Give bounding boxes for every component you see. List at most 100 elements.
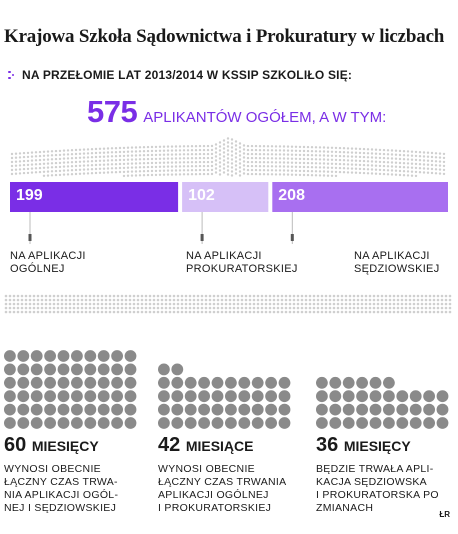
month-dot	[44, 417, 56, 429]
month-dot	[238, 417, 251, 429]
month-dot	[97, 390, 110, 403]
month-dot	[198, 390, 211, 403]
month-dot	[265, 403, 277, 416]
month-dot	[3, 417, 16, 429]
month-dot	[225, 390, 237, 403]
month-dot	[436, 403, 449, 416]
duration-stat-2: 42 miesiące wynosi obecnie łączny czas t…	[158, 434, 308, 515]
month-dot	[30, 350, 43, 362]
month-dot	[251, 390, 264, 403]
leader-marker-prokuratorska	[200, 234, 204, 241]
month-dot	[171, 363, 184, 376]
total-headline: 575 aplikantów ogółem, a w tym:	[87, 94, 386, 130]
month-dot	[84, 376, 97, 389]
month-dot	[396, 403, 409, 416]
month-dot	[17, 390, 30, 403]
month-dot	[124, 417, 137, 429]
chart-title: Krajowa Szkoła Sądownictwa i Prokuratury…	[4, 26, 445, 47]
month-dot	[84, 350, 97, 362]
brace-dots	[10, 137, 446, 178]
month-dot	[111, 417, 123, 429]
month-dot	[57, 403, 70, 416]
month-dots-block-2	[158, 363, 291, 429]
bar-segment-prokuratorska	[182, 182, 269, 212]
month-dot	[30, 403, 43, 416]
month-dot	[57, 350, 70, 362]
month-dot	[111, 363, 123, 376]
month-dot	[198, 376, 211, 389]
month-dot	[171, 403, 184, 416]
month-dot	[71, 376, 83, 389]
duration-number: 36 miesięcy	[316, 434, 411, 456]
month-dot	[171, 417, 184, 429]
month-dot	[316, 403, 328, 416]
month-dot	[57, 390, 70, 403]
month-dot	[265, 417, 277, 429]
month-dot	[436, 390, 449, 403]
month-dot	[278, 390, 291, 403]
month-dot	[44, 390, 56, 403]
bar-value-label-sedziowska: 208	[278, 187, 305, 204]
month-dot	[329, 390, 342, 403]
author-credit: ŁR	[439, 510, 450, 519]
month-dot	[329, 376, 342, 389]
month-dot	[184, 390, 197, 403]
bar-value-label-prokuratorska: 102	[188, 187, 215, 204]
month-dot	[158, 390, 170, 403]
bar-segment-ogolna	[10, 182, 179, 212]
month-dot	[369, 417, 382, 429]
total-value: 575	[87, 94, 138, 129]
month-dot	[342, 390, 355, 403]
month-dot	[423, 403, 435, 416]
category-label-ogolna: Na aplikacji ogólnej	[10, 250, 86, 275]
month-dot	[97, 350, 110, 362]
month-dot	[211, 417, 224, 429]
month-dot	[171, 390, 184, 403]
month-dot	[238, 390, 251, 403]
duration-stat-3: 36 miesięcy będzie trwała apli- kacja sę…	[316, 434, 458, 515]
duration-stat-1: 60 miesięcy wynosi obecnie łączny czas t…	[4, 434, 154, 515]
month-dot	[84, 363, 97, 376]
month-dot	[383, 417, 395, 429]
month-dot	[124, 363, 137, 376]
month-dot	[84, 403, 97, 416]
bar-segment-sedziowska	[272, 182, 448, 212]
month-dot	[251, 417, 264, 429]
month-dot	[369, 403, 382, 416]
month-dot	[111, 350, 123, 362]
month-dot	[84, 417, 97, 429]
month-dot	[316, 417, 328, 429]
category-label-prokuratorska: Na aplikacji prokuratorskiej	[186, 250, 298, 275]
month-dot	[356, 403, 368, 416]
month-dot	[225, 376, 237, 389]
duration-number: 42 miesiące	[158, 434, 254, 456]
month-dot	[158, 376, 170, 389]
separator-dots	[4, 294, 452, 314]
duration-number: 60 miesięcy	[4, 434, 99, 456]
month-dot	[97, 417, 110, 429]
total-label: aplikantów ogółem, a w tym:	[143, 109, 387, 126]
month-dot	[44, 363, 56, 376]
month-dot	[265, 390, 277, 403]
month-dot	[17, 376, 30, 389]
month-dot	[124, 390, 137, 403]
month-dot	[251, 376, 264, 389]
month-dot	[278, 376, 291, 389]
duration-description: wynosi obecnie łączny czas trwania aplik…	[158, 463, 287, 514]
month-dot	[316, 390, 328, 403]
month-dot	[84, 390, 97, 403]
month-dot	[71, 363, 83, 376]
month-dot	[158, 403, 170, 416]
duration-description: wynosi obecnie łączny czas trwa- nia apl…	[4, 463, 119, 514]
month-dot	[396, 417, 409, 429]
month-dot	[383, 390, 395, 403]
month-dot	[71, 417, 83, 429]
bar-value-label-ogolna: 199	[16, 187, 43, 204]
month-dot	[71, 403, 83, 416]
month-dot	[97, 363, 110, 376]
month-dot	[3, 350, 16, 362]
subtitle-text: Na przełomie lat 2013/2014 w KSSiP szkol…	[22, 68, 353, 82]
month-dot	[198, 403, 211, 416]
month-dot	[111, 403, 123, 416]
